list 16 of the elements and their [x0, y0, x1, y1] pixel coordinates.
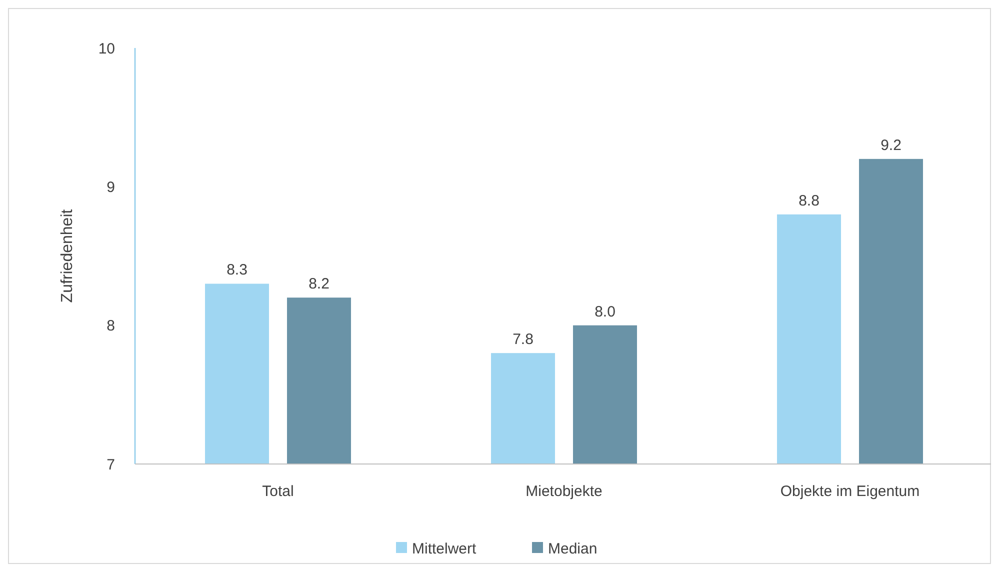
data-label: 8.2	[308, 276, 330, 293]
data-label: 7.8	[512, 331, 534, 348]
x-tick-label: Mietobjekte	[526, 483, 602, 500]
y-axis-title: Zufriedenheit	[59, 208, 76, 303]
y-tick-label: 9	[106, 178, 115, 196]
y-tick-label: 10	[98, 40, 115, 58]
legend-label: Median	[548, 540, 598, 558]
y-tick-label: 8	[106, 318, 115, 335]
data-label: 8.8	[798, 192, 820, 210]
y-tick-label: 7	[106, 456, 115, 474]
data-label: 8.0	[594, 303, 616, 320]
x-tick-label: Objekte im Eigentum	[780, 483, 920, 500]
data-label: 8.3	[226, 262, 248, 279]
x-tick-label: Total	[262, 483, 294, 500]
data-label: 9.2	[880, 136, 902, 154]
legend-label: Mittelwert	[412, 540, 478, 558]
